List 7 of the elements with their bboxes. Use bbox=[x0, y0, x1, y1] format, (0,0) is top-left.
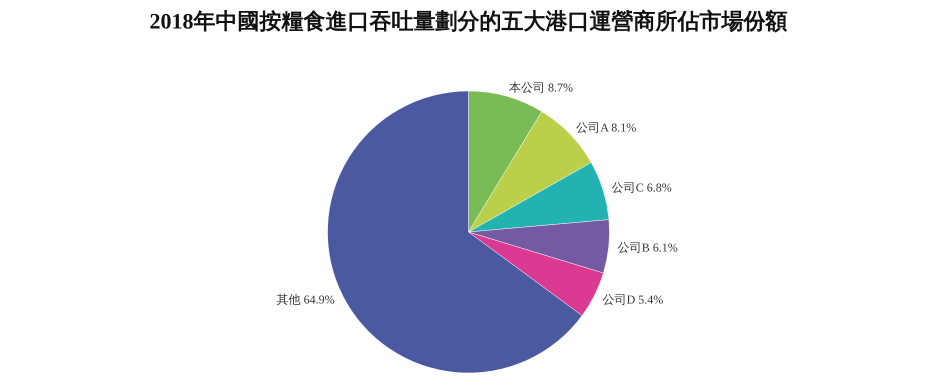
slice-label: 本公司 8.7% bbox=[508, 80, 573, 95]
chart-title: 2018年中國按糧食進口吞吐量劃分的五大港口運營商所佔市場份額 bbox=[150, 8, 788, 34]
slice-label: 公司C 6.8% bbox=[612, 180, 672, 194]
slice-label: 其他 64.9% bbox=[276, 292, 335, 307]
slice-label: 公司B 6.1% bbox=[618, 240, 678, 255]
slice-label: 公司D 5.4% bbox=[602, 292, 664, 306]
slice-label: 公司A 8.1% bbox=[576, 120, 636, 135]
